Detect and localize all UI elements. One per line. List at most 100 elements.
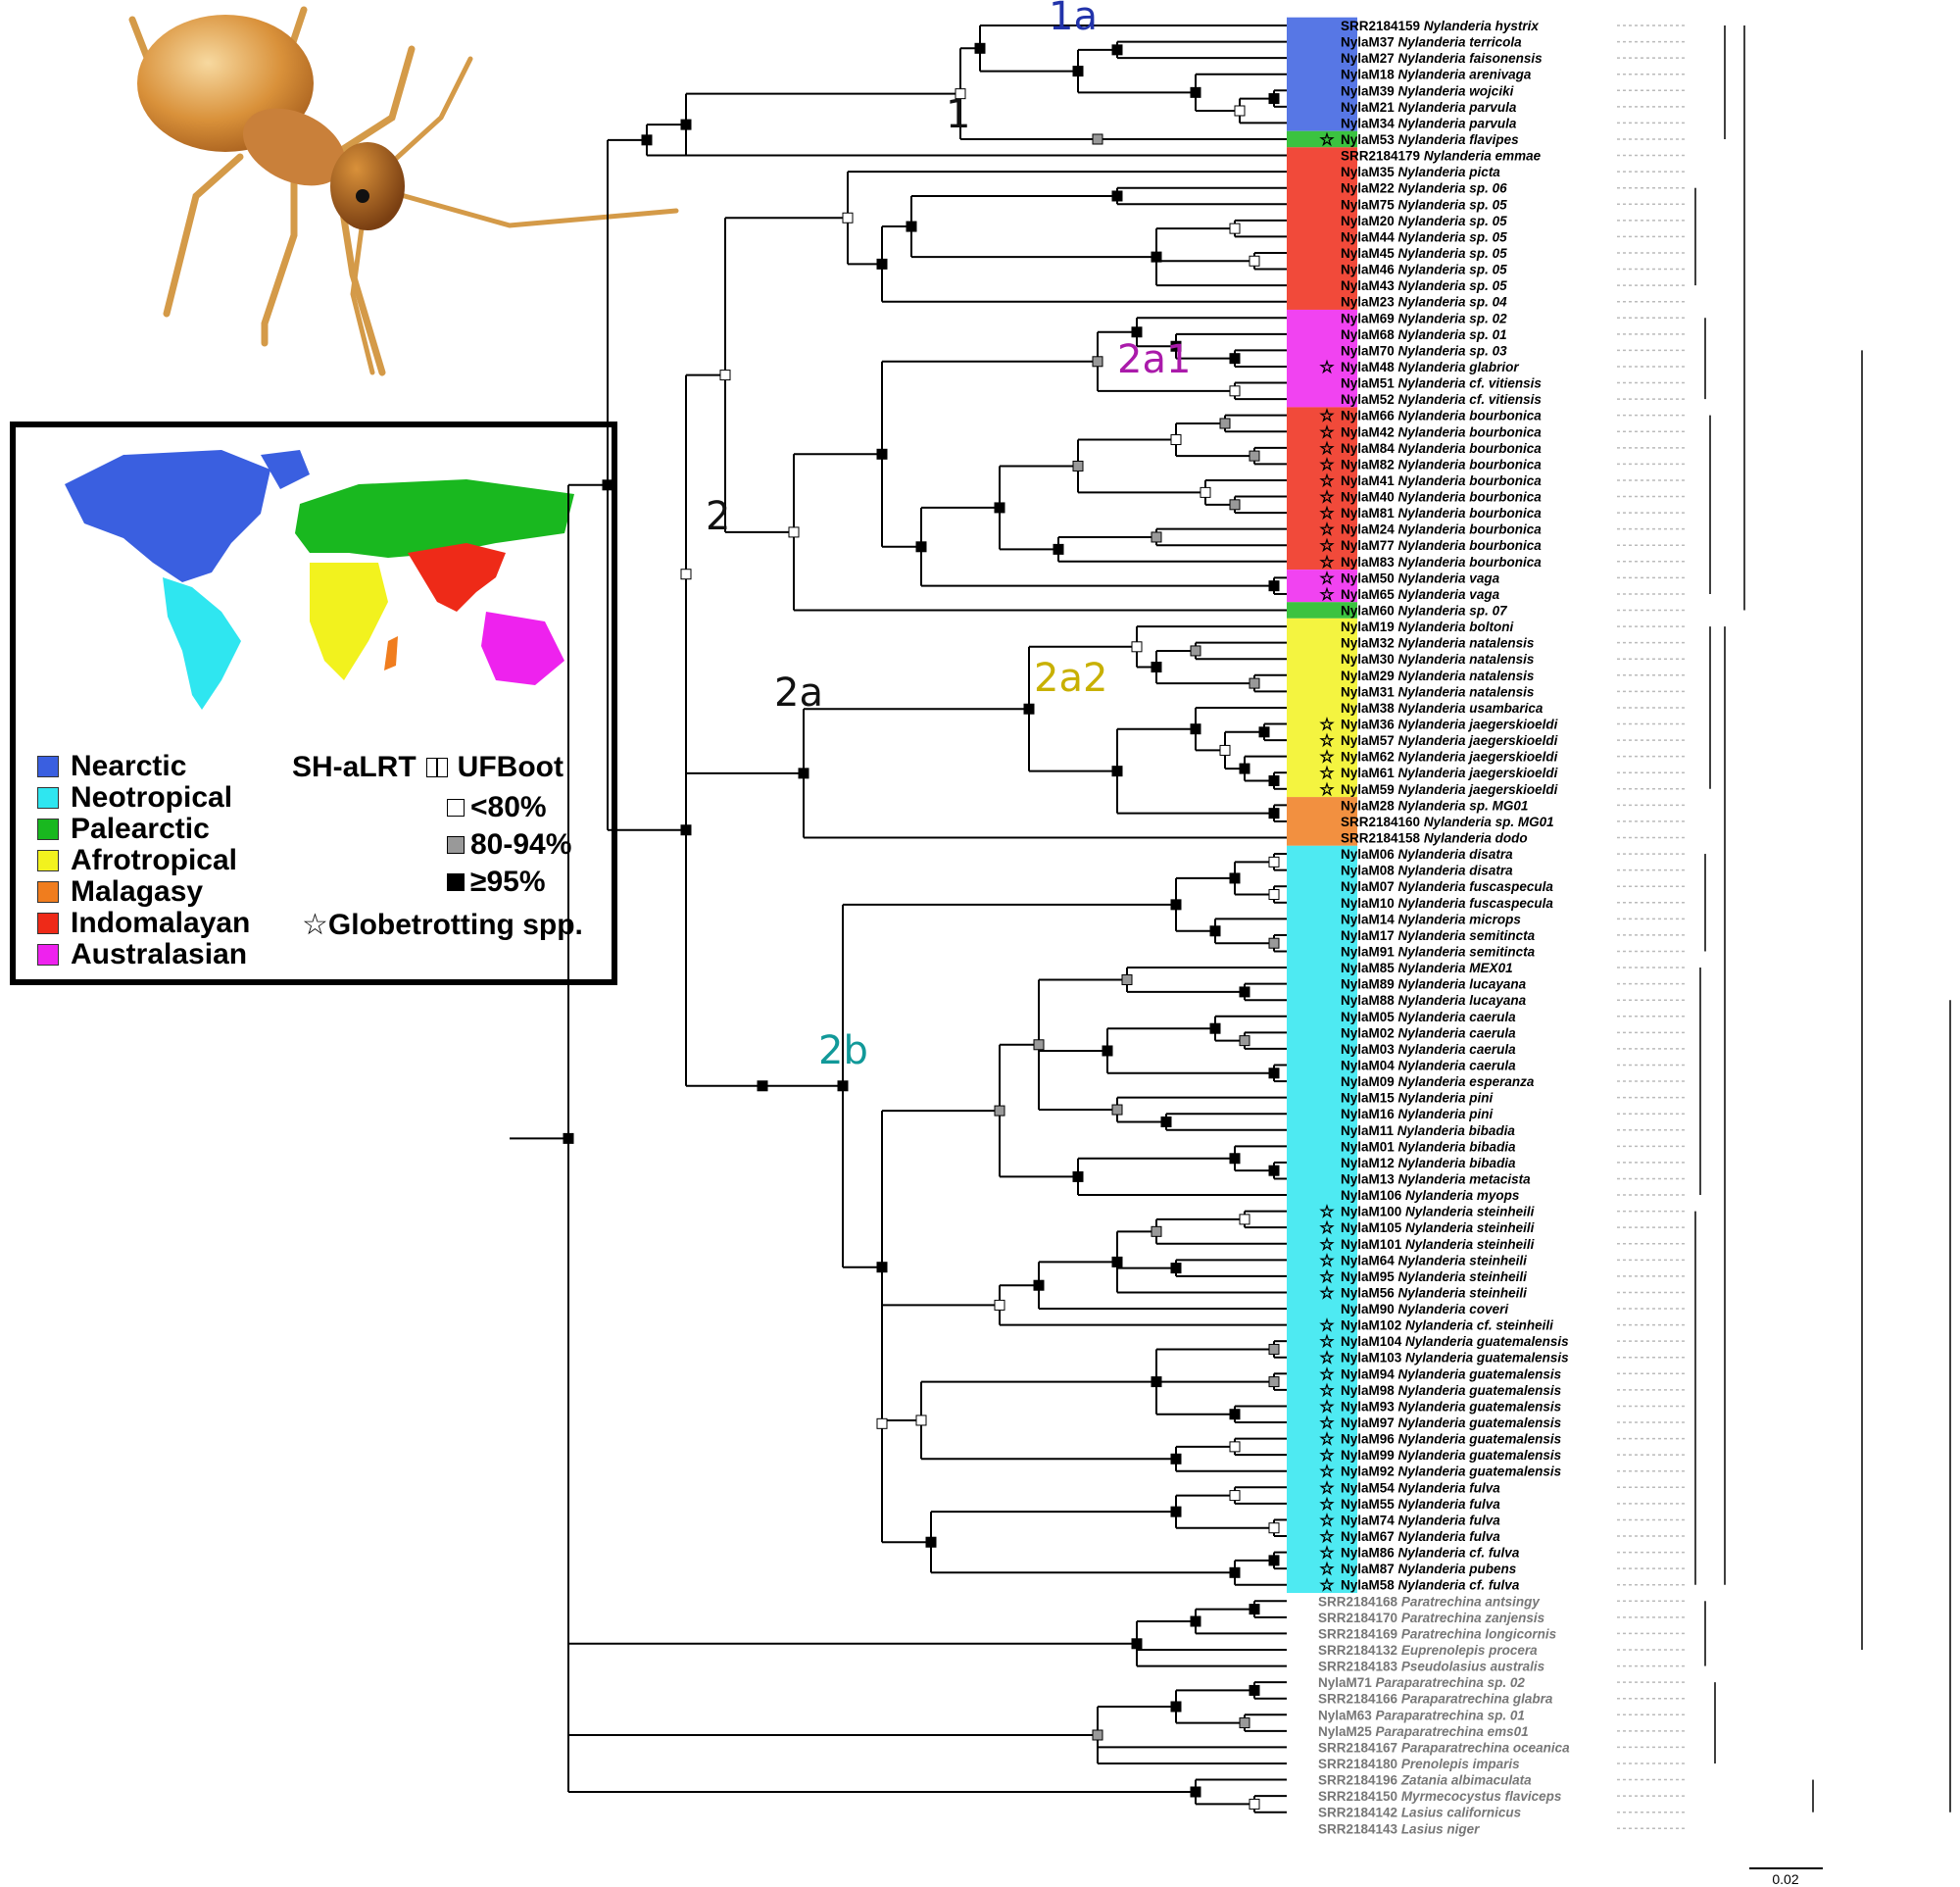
support-node bbox=[1268, 1522, 1280, 1534]
support-node bbox=[1229, 1490, 1241, 1502]
support-node bbox=[1268, 1343, 1280, 1355]
taxon-label: NylaM57 Nylanderia jaegerskioeldi bbox=[1341, 733, 1558, 748]
clade-label: 2a bbox=[774, 670, 823, 716]
support-node bbox=[1160, 1116, 1172, 1127]
band-neotropical bbox=[1287, 845, 1357, 1594]
support-node bbox=[1111, 1256, 1123, 1267]
globetrotter-star-icon: ☆ bbox=[1319, 1235, 1334, 1254]
taxon-labels: SRR2184159 Nylanderia hystrix NylaM37 Nyl… bbox=[1318, 19, 1570, 1836]
taxon-label: SRR2184166 Paraparatrechina glabra bbox=[1318, 1692, 1553, 1707]
support-node bbox=[1268, 93, 1280, 105]
taxon-label: NylaM30 Nylanderia natalensis bbox=[1341, 652, 1535, 667]
region-name: Afrotropical bbox=[71, 844, 238, 876]
map-greenland bbox=[261, 450, 310, 489]
region-color-bands bbox=[1287, 17, 1357, 1594]
legend-region-australasian: Australasian bbox=[37, 938, 248, 970]
support-node bbox=[1131, 1638, 1143, 1650]
globetrotter-star-icon: ☆ bbox=[1319, 1544, 1334, 1563]
taxon-label: NylaM94 Nylanderia guatemalensis bbox=[1341, 1366, 1562, 1381]
taxon-label: NylaM84 Nylanderia bourbonica bbox=[1341, 441, 1542, 456]
support-node bbox=[1072, 1170, 1084, 1182]
support-node bbox=[1033, 1039, 1045, 1051]
support-node bbox=[1239, 763, 1250, 774]
region-name: Australasian bbox=[71, 938, 248, 970]
world-map bbox=[65, 450, 574, 710]
region-swatch bbox=[37, 787, 59, 809]
support-node bbox=[1111, 190, 1123, 202]
band-indomalayan bbox=[1287, 407, 1357, 571]
globetrotter-star-icon: ☆ bbox=[1319, 1365, 1334, 1383]
support-node bbox=[1170, 899, 1182, 911]
taxon-label: NylaM91 Nylanderia semitincta bbox=[1341, 944, 1536, 959]
taxon-label: SRR2184160 Nylanderia sp. MG01 bbox=[1341, 815, 1554, 829]
support-node bbox=[1131, 641, 1143, 653]
support-node bbox=[1249, 1604, 1260, 1615]
taxon-label: NylaM52 Nylanderia cf. vitiensis bbox=[1341, 392, 1542, 407]
support-node bbox=[974, 42, 986, 54]
taxon-label: NylaM87 Nylanderia pubens bbox=[1341, 1562, 1517, 1576]
support-node bbox=[1268, 775, 1280, 787]
taxon-label: NylaM74 Nylanderia fulva bbox=[1341, 1513, 1500, 1527]
support-node bbox=[1151, 1225, 1162, 1237]
support-node bbox=[1092, 133, 1103, 145]
globetrotter-star-icon: ☆ bbox=[1319, 731, 1334, 750]
band-australasian bbox=[1287, 570, 1357, 603]
support-node bbox=[1053, 543, 1064, 555]
support-node bbox=[757, 1080, 768, 1092]
taxon-label: NylaM60 Nylanderia sp. 07 bbox=[1341, 604, 1508, 619]
clade-label: 2a1 bbox=[1117, 337, 1191, 382]
support-node bbox=[641, 134, 653, 146]
support-node bbox=[1151, 662, 1162, 673]
support-node bbox=[1249, 677, 1260, 689]
support-node bbox=[1219, 744, 1231, 756]
taxon-label: NylaM22 Nylanderia sp. 06 bbox=[1341, 181, 1507, 196]
taxon-label: NylaM93 Nylanderia guatemalensis bbox=[1341, 1399, 1562, 1414]
taxon-label: NylaM23 Nylanderia sp. 04 bbox=[1341, 295, 1507, 310]
taxon-label: NylaM09 Nylanderia esperanza bbox=[1341, 1074, 1535, 1089]
band-afrotropical bbox=[1287, 618, 1357, 798]
support-square-icon bbox=[447, 799, 465, 817]
taxon-label: NylaM19 Nylanderia boltoni bbox=[1341, 620, 1514, 634]
taxon-label: NylaM100 Nylanderia steinheili bbox=[1341, 1205, 1535, 1219]
region-swatch bbox=[37, 819, 59, 840]
support-node bbox=[1092, 1729, 1103, 1741]
taxon-label: SRR2184170 Paratrechina zanjensis bbox=[1318, 1611, 1545, 1625]
taxon-label: NylaM03 Nylanderia caerula bbox=[1341, 1042, 1516, 1057]
region-swatch bbox=[37, 944, 59, 966]
support-node bbox=[1234, 105, 1246, 117]
support-node bbox=[1268, 1376, 1280, 1388]
globetrotter-star-icon: ☆ bbox=[1319, 1251, 1334, 1269]
support-node bbox=[1111, 1104, 1123, 1116]
support-node bbox=[994, 1105, 1005, 1117]
support-node bbox=[1131, 326, 1143, 338]
map-australasian bbox=[481, 612, 564, 685]
support-node bbox=[1268, 1555, 1280, 1566]
region-swatch bbox=[37, 850, 59, 871]
support-node bbox=[1170, 1701, 1182, 1713]
taxon-label: SRR2184159 Nylanderia hystrix bbox=[1341, 19, 1539, 33]
taxon-label: NylaM83 Nylanderia bourbonica bbox=[1341, 555, 1542, 570]
taxon-label: NylaM11 Nylanderia bibadia bbox=[1341, 1123, 1515, 1138]
support-node bbox=[798, 768, 809, 779]
taxon-label: NylaM53 Nylanderia flavipes bbox=[1341, 132, 1519, 147]
globetrotter-star-icon: ☆ bbox=[1319, 1478, 1334, 1497]
legend-region-neotropical: Neotropical bbox=[37, 781, 232, 814]
globetrotter-star-icon: ☆ bbox=[1319, 748, 1334, 767]
taxon-label: NylaM17 Nylanderia semitincta bbox=[1341, 928, 1536, 943]
support-node bbox=[925, 1536, 937, 1548]
globetrotter-star-icon: ☆ bbox=[1319, 439, 1334, 458]
taxon-label: NylaM27 Nylanderia faisonensis bbox=[1341, 51, 1543, 66]
support-square-icon bbox=[447, 836, 465, 854]
taxon-label: NylaM48 Nylanderia glabrior bbox=[1341, 360, 1519, 374]
support-node bbox=[680, 569, 692, 580]
taxon-label: NylaM13 Nylanderia metacista bbox=[1341, 1171, 1531, 1186]
support-node bbox=[1219, 418, 1231, 429]
globetrotter-star-icon: ☆ bbox=[1319, 1332, 1334, 1351]
right-chronogram bbox=[1617, 25, 1951, 1830]
taxon-label: NylaM12 Nylanderia bibadia bbox=[1341, 1156, 1516, 1170]
support-node bbox=[994, 502, 1005, 514]
support-node bbox=[602, 479, 613, 491]
support-node bbox=[1151, 251, 1162, 263]
support-node bbox=[1229, 1441, 1241, 1453]
taxon-label: SRR2184196 Zatania albimaculata bbox=[1318, 1773, 1532, 1788]
